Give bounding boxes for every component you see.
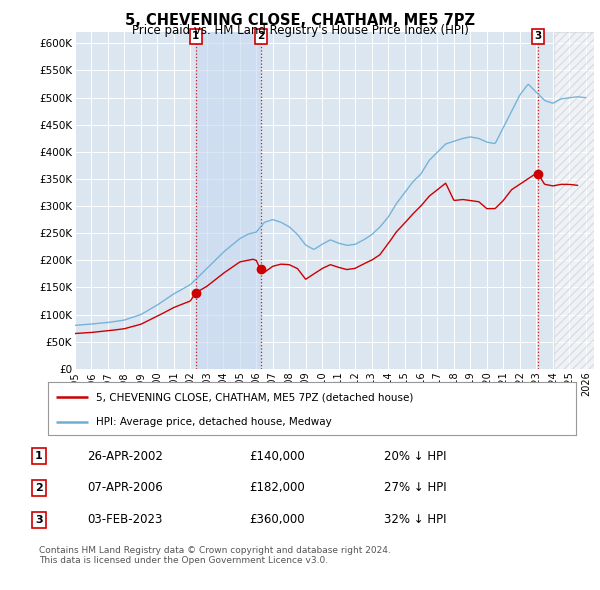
Text: 5, CHEVENING CLOSE, CHATHAM, ME5 7PZ: 5, CHEVENING CLOSE, CHATHAM, ME5 7PZ [125, 13, 475, 28]
Bar [196, 32, 260, 369]
Text: £360,000: £360,000 [249, 513, 305, 526]
Text: HPI: Average price, detached house, Medway: HPI: Average price, detached house, Medw… [95, 417, 331, 427]
Text: 07-APR-2006: 07-APR-2006 [87, 481, 163, 494]
Text: 5, CHEVENING CLOSE, CHATHAM, ME5 7PZ (detached house): 5, CHEVENING CLOSE, CHATHAM, ME5 7PZ (de… [95, 392, 413, 402]
Text: £182,000: £182,000 [249, 481, 305, 494]
Text: 20% ↓ HPI: 20% ↓ HPI [384, 450, 446, 463]
Text: This data is licensed under the Open Government Licence v3.0.: This data is licensed under the Open Gov… [39, 556, 328, 565]
Text: 2: 2 [257, 31, 265, 41]
Text: 1: 1 [192, 31, 199, 41]
Text: Price paid vs. HM Land Registry's House Price Index (HPI): Price paid vs. HM Land Registry's House … [131, 24, 469, 37]
Text: 3: 3 [35, 515, 43, 525]
Text: 27% ↓ HPI: 27% ↓ HPI [384, 481, 446, 494]
Text: 3: 3 [534, 31, 541, 41]
Text: £140,000: £140,000 [249, 450, 305, 463]
Text: Contains HM Land Registry data © Crown copyright and database right 2024.: Contains HM Land Registry data © Crown c… [39, 546, 391, 555]
Bar [554, 32, 600, 369]
Text: 2: 2 [35, 483, 43, 493]
Text: 1: 1 [35, 451, 43, 461]
Text: 32% ↓ HPI: 32% ↓ HPI [384, 513, 446, 526]
Text: 03-FEB-2023: 03-FEB-2023 [87, 513, 163, 526]
Text: 26-APR-2002: 26-APR-2002 [87, 450, 163, 463]
